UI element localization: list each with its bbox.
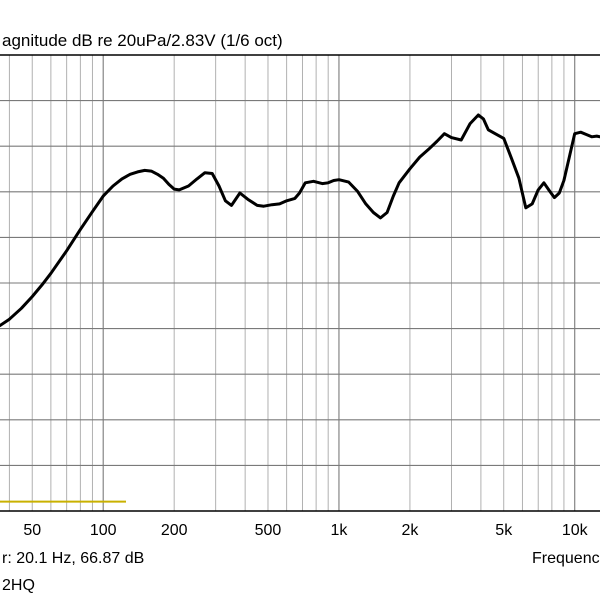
x-tick-label: 100 xyxy=(90,522,117,539)
x-tick-label: 10k xyxy=(562,522,589,539)
response-curve xyxy=(0,113,600,327)
x-tick-label: 200 xyxy=(161,522,188,539)
cursor-readout: r: 20.1 Hz, 66.87 dB xyxy=(2,550,144,567)
x-tick-label: 500 xyxy=(255,522,282,539)
x-tick-label: 5k xyxy=(495,522,513,539)
x-tick-label: 1k xyxy=(331,522,349,539)
x-axis-ticks: 50 100 200 500 1k 2k 5k 10k xyxy=(23,522,588,539)
grid xyxy=(0,55,600,511)
device-name: 2HQ xyxy=(2,577,35,594)
x-tick-label: 2k xyxy=(401,522,419,539)
response-series xyxy=(0,113,600,327)
x-axis-label: Frequenc xyxy=(532,550,600,567)
chart-title: agnitude dB re 20uPa/2.83V (1/6 oct) xyxy=(2,31,283,50)
x-tick-label: 50 xyxy=(23,522,41,539)
